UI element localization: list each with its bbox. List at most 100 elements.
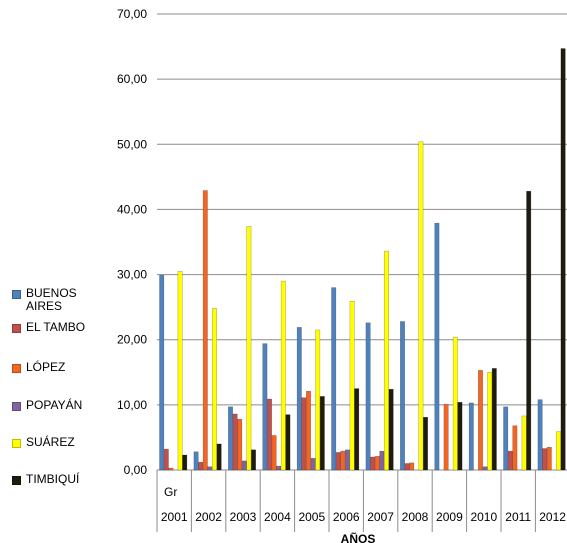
legend-swatch — [12, 364, 21, 373]
y-tick-label: 60,00 — [117, 72, 147, 86]
y-tick-label: 30,00 — [117, 268, 147, 282]
bar — [374, 456, 380, 471]
bar — [306, 390, 311, 471]
bar — [507, 450, 513, 471]
x-axis-label: AÑOS — [341, 531, 376, 543]
bar — [409, 462, 415, 471]
bar — [345, 449, 350, 471]
bar — [546, 446, 552, 471]
bar — [503, 406, 509, 471]
x-tick-label: 2005 — [298, 510, 325, 524]
bar — [310, 458, 316, 471]
bar — [434, 222, 440, 471]
bar — [237, 418, 243, 471]
bar — [241, 460, 247, 471]
x-tick-label: 2002 — [195, 510, 222, 524]
bar — [251, 449, 256, 471]
bar — [379, 450, 385, 471]
bar — [457, 402, 463, 471]
gridlines — [157, 13, 567, 471]
bar — [521, 415, 527, 471]
bar — [177, 271, 183, 471]
bar — [418, 141, 424, 471]
bar — [202, 190, 208, 471]
bar — [296, 327, 302, 471]
legend-swatch — [12, 402, 21, 411]
bar — [212, 308, 217, 471]
bar — [232, 413, 238, 471]
bar — [228, 406, 233, 471]
legend-label: SUÁREZ — [26, 435, 75, 449]
bar — [487, 372, 493, 471]
bar — [423, 416, 428, 471]
y-axis-ticks: 0,00 10,00 20,00 30,00 40,00 50,00 60,00 70,00 — [117, 7, 147, 477]
bar — [319, 396, 325, 471]
bar — [331, 287, 337, 471]
legend-label: POPAYÁN — [26, 398, 83, 412]
bar — [159, 274, 165, 471]
bar — [388, 388, 394, 471]
bar — [267, 398, 272, 471]
x-tick-label: 2009 — [436, 510, 463, 524]
x-tick-label: 2012 — [539, 510, 566, 524]
legend-label: BUENOS AIRES — [26, 286, 77, 313]
bar — [537, 399, 543, 471]
bar — [384, 250, 389, 471]
bar — [526, 190, 532, 471]
bar — [335, 452, 341, 471]
legend-label: EL TAMBO — [26, 320, 86, 334]
bar — [168, 467, 174, 471]
bar — [400, 321, 405, 471]
category-table: Gr 2001 2002 2003 2004 2005 2006 2007 2008 2009 20… — [156, 470, 566, 532]
bar — [198, 461, 204, 471]
bar — [491, 368, 497, 471]
legend-swatch — [12, 439, 21, 448]
y-tick-label: 0,00 — [124, 463, 148, 477]
y-tick-label: 50,00 — [117, 137, 147, 151]
bar — [560, 48, 566, 471]
bar — [315, 329, 321, 471]
x-tick-label: 2004 — [264, 510, 291, 524]
bar — [262, 343, 268, 471]
bar — [193, 451, 199, 471]
bar — [404, 463, 410, 471]
bar — [285, 414, 291, 471]
x-tick-label: 2011 — [505, 510, 531, 524]
x-tick-label: 2006 — [333, 510, 360, 524]
x-tick-label: 2007 — [367, 510, 394, 524]
bar — [340, 450, 346, 471]
bar — [246, 226, 252, 471]
bar — [443, 403, 449, 471]
bar — [349, 301, 355, 471]
bar — [354, 388, 360, 471]
y-tick-label: 20,00 — [117, 333, 147, 347]
bar — [280, 280, 286, 471]
x-tick-label: 2001 — [161, 510, 188, 524]
legend-swatch — [12, 476, 21, 485]
table-first-cell-text: Gr — [164, 485, 177, 499]
bar — [542, 448, 548, 471]
bar — [482, 466, 488, 471]
legend-swatch — [12, 290, 21, 299]
bar — [216, 443, 222, 471]
x-tick-label: 2008 — [402, 510, 429, 524]
y-tick-label: 70,00 — [117, 7, 147, 21]
y-tick-label: 40,00 — [117, 202, 147, 216]
bar — [478, 370, 483, 471]
bar — [301, 397, 307, 471]
bar — [468, 402, 474, 471]
bar — [163, 448, 169, 471]
bar — [182, 454, 188, 471]
bar — [556, 431, 561, 471]
bar — [452, 336, 458, 471]
x-tick-label: 2010 — [470, 510, 497, 524]
bar — [276, 465, 282, 471]
legend-label: LÓPEZ — [26, 360, 66, 374]
bar — [271, 435, 277, 471]
x-tick-label: 2003 — [230, 510, 257, 524]
legend-label: TIMBIQUÍ — [26, 472, 80, 486]
bars — [159, 48, 566, 471]
bar — [365, 322, 371, 471]
y-tick-label: 10,00 — [117, 398, 147, 412]
